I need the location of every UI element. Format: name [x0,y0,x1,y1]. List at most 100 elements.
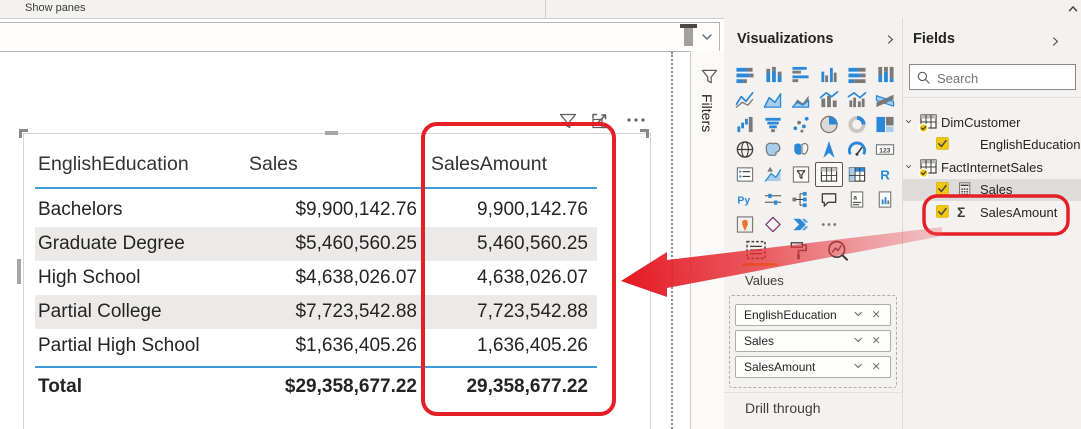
table-cell[interactable]: $4,638,026.07 [295,267,417,288]
checkbox[interactable] [936,137,952,153]
viz-icon-q-and-a[interactable] [815,187,843,212]
well-remove-icon[interactable] [871,361,884,374]
table-cell[interactable]: 7,723,542.88 [477,301,588,322]
viz-icon-key-influencers[interactable] [759,187,787,212]
tree-item-label[interactable]: DimCustomer [941,115,1021,130]
table-row[interactable]: Graduate Degree $5,460,560.25 5,460,560.25 [35,227,597,261]
visual-filter-icon[interactable] [558,111,578,131]
viz-icon-line-and-clustered-column-chart[interactable] [843,87,871,112]
viz-icon-100-stacked-column-chart[interactable] [871,62,899,87]
well-chevron-icon[interactable] [853,361,866,374]
expand-chevron-icon[interactable] [905,117,917,129]
resize-handle-left-middle[interactable] [17,259,21,284]
table-cell[interactable]: Partial College [38,301,162,322]
table-row[interactable]: Partial High School $1,636,405.26 1,636,40… [35,329,597,363]
well-chevron-icon[interactable] [853,309,866,322]
viz-icon-funnel-chart[interactable] [759,112,787,137]
tab-fields[interactable] [744,238,768,262]
viz-icon-slicer[interactable] [787,162,815,187]
viz-icon-stacked-column-chart[interactable] [759,62,787,87]
table-cell[interactable]: 4,638,026.07 [477,267,588,288]
table-cell[interactable]: Partial High School [38,335,200,356]
table-cell[interactable]: $1,636,405.26 [295,335,417,356]
viz-icon-stacked-bar-chart[interactable] [731,62,759,87]
viz-icon-power-apps[interactable] [759,212,787,237]
viz-icon-shape-map[interactable] [787,137,815,162]
viz-icon-gauge[interactable] [843,137,871,162]
viz-icon-power-automate[interactable] [787,212,815,237]
table-cell[interactable]: 1,636,405.26 [477,335,588,356]
field-well-SalesAmount[interactable]: SalesAmount [735,356,891,378]
viz-icon-map[interactable] [731,137,759,162]
table-cell[interactable]: Bachelors [38,199,123,220]
more-options-icon[interactable] [622,110,648,130]
viz-icon-clustered-column-chart[interactable] [815,62,843,87]
viz-icon-area-chart[interactable] [759,87,787,112]
tree-item-FactInternetSales[interactable]: FactInternetSales [903,157,1081,179]
viz-icon-clustered-bar-chart[interactable] [787,62,815,87]
viz-icon-smart-narrative[interactable]: a [843,187,871,212]
viz-icon-r-script-visual[interactable]: R [871,162,899,187]
viz-icon-treemap[interactable] [871,112,899,137]
field-well-Sales[interactable]: Sales [735,330,891,352]
table-cell[interactable]: $7,723,542.88 [295,301,417,322]
table-row[interactable]: High School $4,638,026.07 4,638,026.07 [35,261,597,295]
viz-icon-matrix[interactable] [843,162,871,187]
filters-pane-label[interactable]: Filters [699,94,715,133]
viz-icon-pie-chart[interactable] [815,112,843,137]
viz-icon-table[interactable] [815,162,843,187]
resize-handle-top-right[interactable] [640,129,649,132]
table-cell[interactable]: 9,900,142.76 [477,199,588,220]
table-cell[interactable]: $5,460,560.25 [295,233,417,254]
formula-bar[interactable] [0,22,720,52]
checkbox[interactable] [936,205,952,221]
column-header[interactable]: EnglishEducation [38,153,189,175]
viz-icon-donut-chart[interactable] [843,112,871,137]
viz-icon-python-visual[interactable]: Py [731,187,759,212]
viz-icon-multi-row-card[interactable] [731,162,759,187]
viz-icon-more-options[interactable] [815,212,843,237]
viz-icon-stacked-area-chart[interactable] [787,87,815,112]
viz-icon-ribbon-chart[interactable] [871,87,899,112]
column-header[interactable]: SalesAmount [431,153,547,175]
tab-format[interactable] [788,239,810,262]
viz-icon-waterfall-chart[interactable] [731,112,759,137]
resize-handle-top-right[interactable] [646,129,649,138]
tree-item-label[interactable]: EnglishEducation [980,137,1081,152]
viz-icon-line-and-stacked-column-chart[interactable] [815,87,843,112]
formula-bar-expand-icon[interactable] [699,29,715,45]
field-well-EnglishEducation[interactable]: EnglishEducation [735,304,891,326]
tree-item-EnglishEducation[interactable]: EnglishEducation [903,134,1081,156]
viz-icon-100-stacked-bar-chart[interactable] [843,62,871,87]
viz-icon-line-chart[interactable] [731,87,759,112]
well-remove-icon[interactable] [871,335,884,348]
table-row[interactable]: Partial College $7,723,542.88 7,723,542.88 [35,295,597,329]
collapse-visualizations-icon[interactable] [884,33,897,46]
viz-icon-azure-map[interactable] [815,137,843,162]
table-cell[interactable]: 5,460,560.25 [477,233,588,254]
table-row[interactable]: Bachelors $9,900,142.76 9,900,142.76 [35,193,597,227]
search-input[interactable] [935,67,1069,89]
formula-bar-scrollbar-thumb[interactable] [684,28,693,46]
viz-icon-card[interactable]: 123 [871,137,899,162]
well-chevron-icon[interactable] [853,335,866,348]
tree-item-label[interactable]: FactInternetSales [941,160,1043,175]
viz-icon-filled-map[interactable] [759,137,787,162]
ribbon-collapse-icon[interactable] [1066,2,1080,16]
formula-bar-scrollbar[interactable] [680,24,697,28]
viz-icon-kpi[interactable] [759,162,787,187]
table-cell[interactable]: $9,900,142.76 [295,199,417,220]
viz-icon-arcgis-map[interactable] [731,212,759,237]
tree-item-DimCustomer[interactable]: DimCustomer [903,112,1081,134]
collapse-fields-icon[interactable] [1049,35,1062,48]
focus-mode-icon[interactable] [589,111,610,131]
tree-item-label[interactable]: SalesAmount [980,205,1058,220]
checkbox[interactable] [936,182,952,198]
tab-analytics[interactable] [826,238,850,262]
table-cell[interactable]: High School [38,267,141,288]
resize-handle-top-left[interactable] [19,129,22,138]
tree-item-label[interactable]: Sales [980,182,1013,197]
well-remove-icon[interactable] [871,309,884,322]
viz-icon-paginated-report[interactable] [871,187,899,212]
expand-chevron-icon[interactable] [905,162,917,174]
